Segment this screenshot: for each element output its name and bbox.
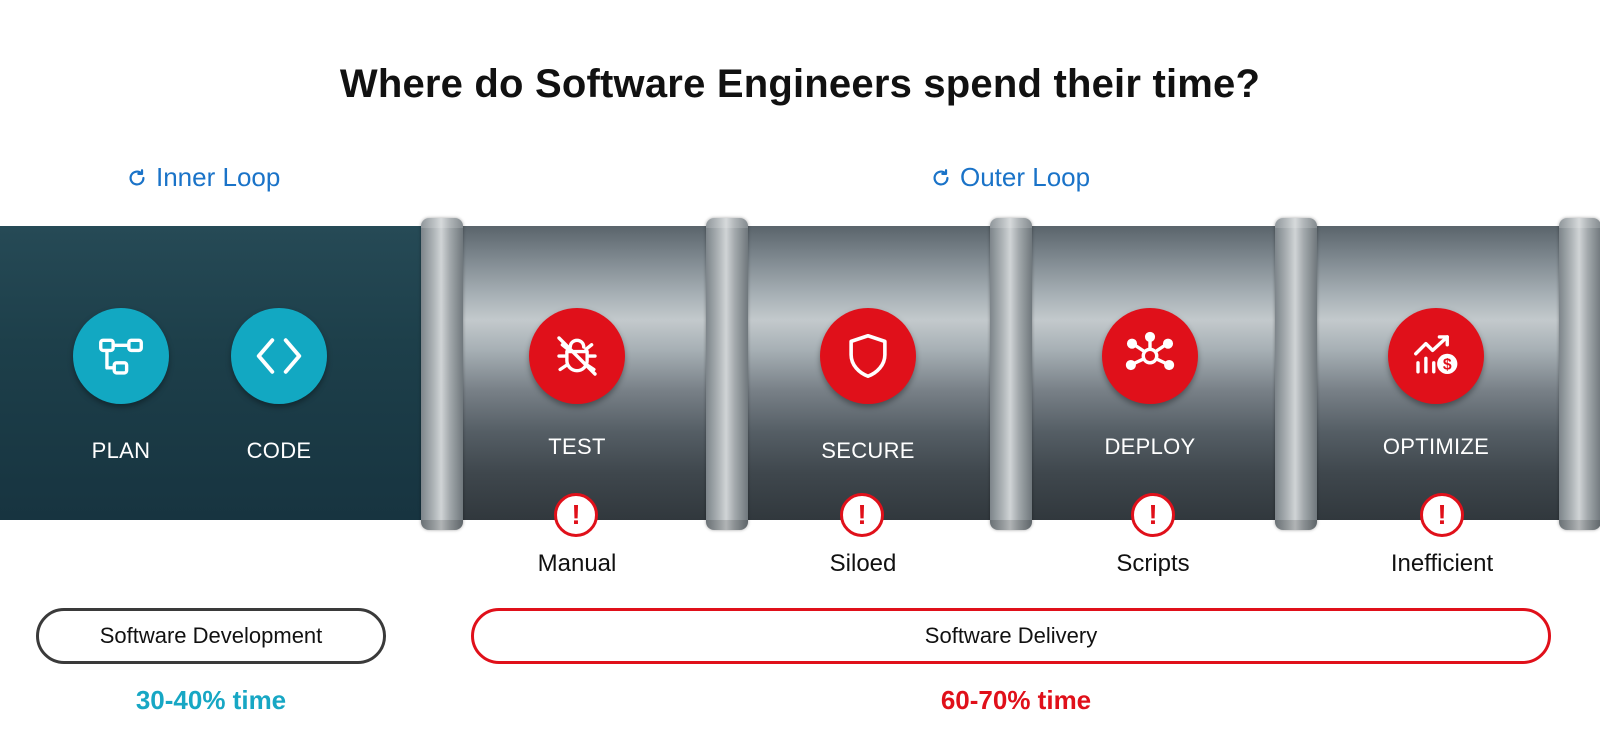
stage-secure: SECURE <box>768 308 968 463</box>
refresh-icon <box>933 168 949 185</box>
stage-label: CODE <box>246 438 312 463</box>
optimize-circle: $ <box>1388 308 1484 404</box>
pipe-coupling <box>990 218 1032 530</box>
bug-off-icon <box>557 336 597 376</box>
inner-loop-band <box>0 226 430 520</box>
outer-loop-label: Outer Loop <box>930 162 1090 193</box>
stage-label: PLAN <box>91 438 151 463</box>
shield-icon <box>849 333 887 379</box>
deploy-circle <box>1102 308 1198 404</box>
stage-label: SECURE <box>821 438 915 463</box>
stage-label: DEPLOY <box>1104 434 1196 459</box>
stage-label: TEST <box>548 434 606 459</box>
software-delivery-pill: Software Delivery <box>471 608 1551 664</box>
issue-label: Manual <box>537 550 617 577</box>
pipe-coupling <box>706 218 748 530</box>
warning-icon: ! <box>1131 493 1175 537</box>
outer-loop-text: Outer Loop <box>960 162 1091 192</box>
refresh-icon <box>129 168 145 185</box>
pipe-coupling <box>421 218 463 530</box>
software-development-pill: Software Development <box>36 608 386 664</box>
development-time-share: 30-40% time <box>135 685 287 715</box>
stage-optimize: $ OPTIMIZE <box>1336 308 1536 459</box>
stage-plan: PLAN <box>21 308 221 463</box>
warning-icon: ! <box>840 493 884 537</box>
chart-dollar-icon: $ <box>1414 335 1458 374</box>
issue-label: Siloed <box>829 550 897 577</box>
stage-label: OPTIMIZE <box>1382 434 1490 459</box>
secure-circle <box>820 308 916 404</box>
code-circle <box>231 308 327 404</box>
stage-code: CODE <box>179 308 379 463</box>
network-hub-icon <box>1125 331 1175 371</box>
issue-label: Inefficient <box>1390 550 1494 577</box>
pipe-coupling <box>1559 218 1600 530</box>
pipe-coupling <box>1275 218 1317 530</box>
delivery-time-share: 60-70% time <box>940 685 1092 715</box>
stage-test: TEST <box>477 308 677 459</box>
issue-label: Scripts <box>1116 550 1190 577</box>
warning-icon: ! <box>554 493 598 537</box>
page-title: Where do Software Engineers spend their … <box>339 62 1261 106</box>
code-brackets-icon <box>256 338 302 374</box>
inner-loop-text: Inner Loop <box>156 162 281 192</box>
workflow-icon <box>99 338 143 375</box>
svg-text:$: $ <box>1443 357 1452 374</box>
test-circle <box>529 308 625 404</box>
inner-loop-label: Inner Loop <box>126 162 280 193</box>
plan-circle <box>73 308 169 404</box>
warning-icon: ! <box>1420 493 1464 537</box>
stage-deploy: DEPLOY <box>1050 308 1250 459</box>
